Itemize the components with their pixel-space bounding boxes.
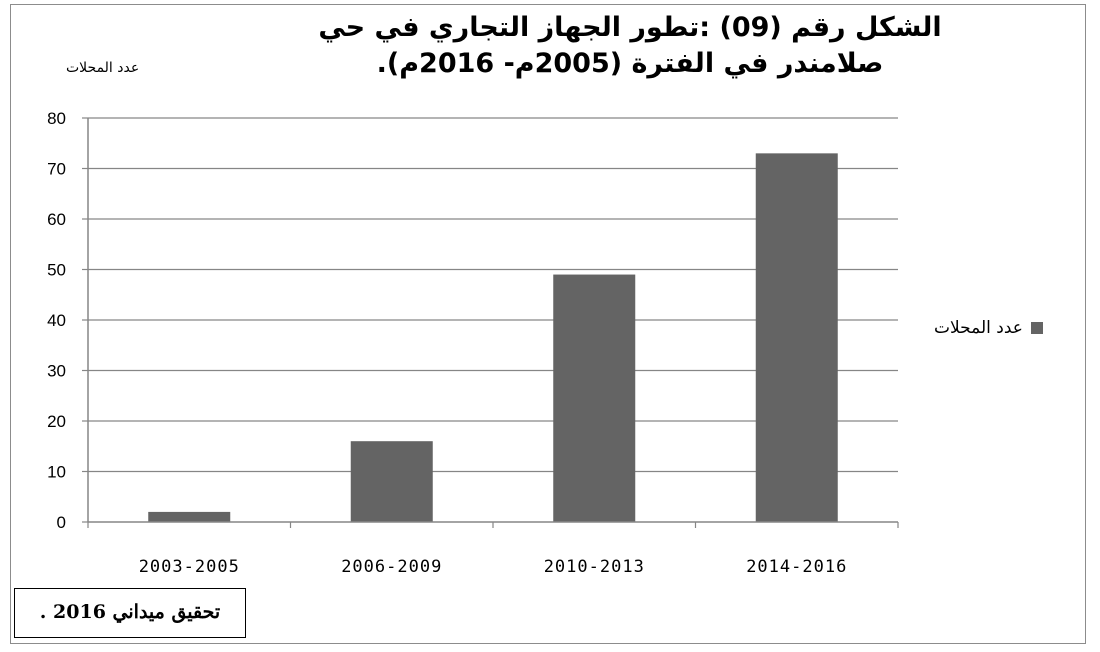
source-note: تحقيق ميداني 2016 . bbox=[14, 588, 246, 638]
bars bbox=[148, 153, 838, 522]
y-tick-labels: 0 10 20 30 40 50 60 70 80 bbox=[47, 109, 88, 532]
y-tick-label: 60 bbox=[47, 210, 66, 229]
x-tick-label: 2006-2009 bbox=[341, 557, 442, 577]
bar-2010-2013 bbox=[553, 274, 636, 522]
x-tick-label: 2003-2005 bbox=[139, 557, 240, 577]
x-tick-labels: 2003-2005 2006-2009 2010-2013 2014-2016 bbox=[87, 522, 899, 577]
y-tick-label: 70 bbox=[47, 160, 66, 179]
y-tick-label: 40 bbox=[47, 311, 66, 330]
y-tick-label: 30 bbox=[47, 362, 66, 381]
y-tick-label: 10 bbox=[47, 463, 66, 482]
legend-swatch bbox=[1030, 322, 1043, 334]
y-tick-label: 0 bbox=[57, 513, 66, 532]
chart-title: الشكل رقم (09) :تطور الجهاز التجاري في ح… bbox=[318, 12, 942, 79]
legend-label: عدد المحلات bbox=[934, 318, 1023, 338]
y-tick-label: 50 bbox=[47, 261, 66, 280]
bar-2014-2016 bbox=[755, 153, 838, 522]
bar-2003-2005 bbox=[148, 511, 231, 522]
legend: عدد المحلات bbox=[934, 318, 1043, 338]
y-axis-label: عدد المحلات bbox=[66, 60, 140, 76]
chart-frame bbox=[10, 4, 1086, 644]
x-tick-label: 2010-2013 bbox=[544, 557, 645, 577]
y-tick-label: 80 bbox=[47, 109, 66, 128]
bar-2006-2009 bbox=[350, 441, 433, 522]
x-tick-label: 2014-2016 bbox=[746, 557, 847, 577]
y-tick-label: 20 bbox=[47, 412, 66, 431]
